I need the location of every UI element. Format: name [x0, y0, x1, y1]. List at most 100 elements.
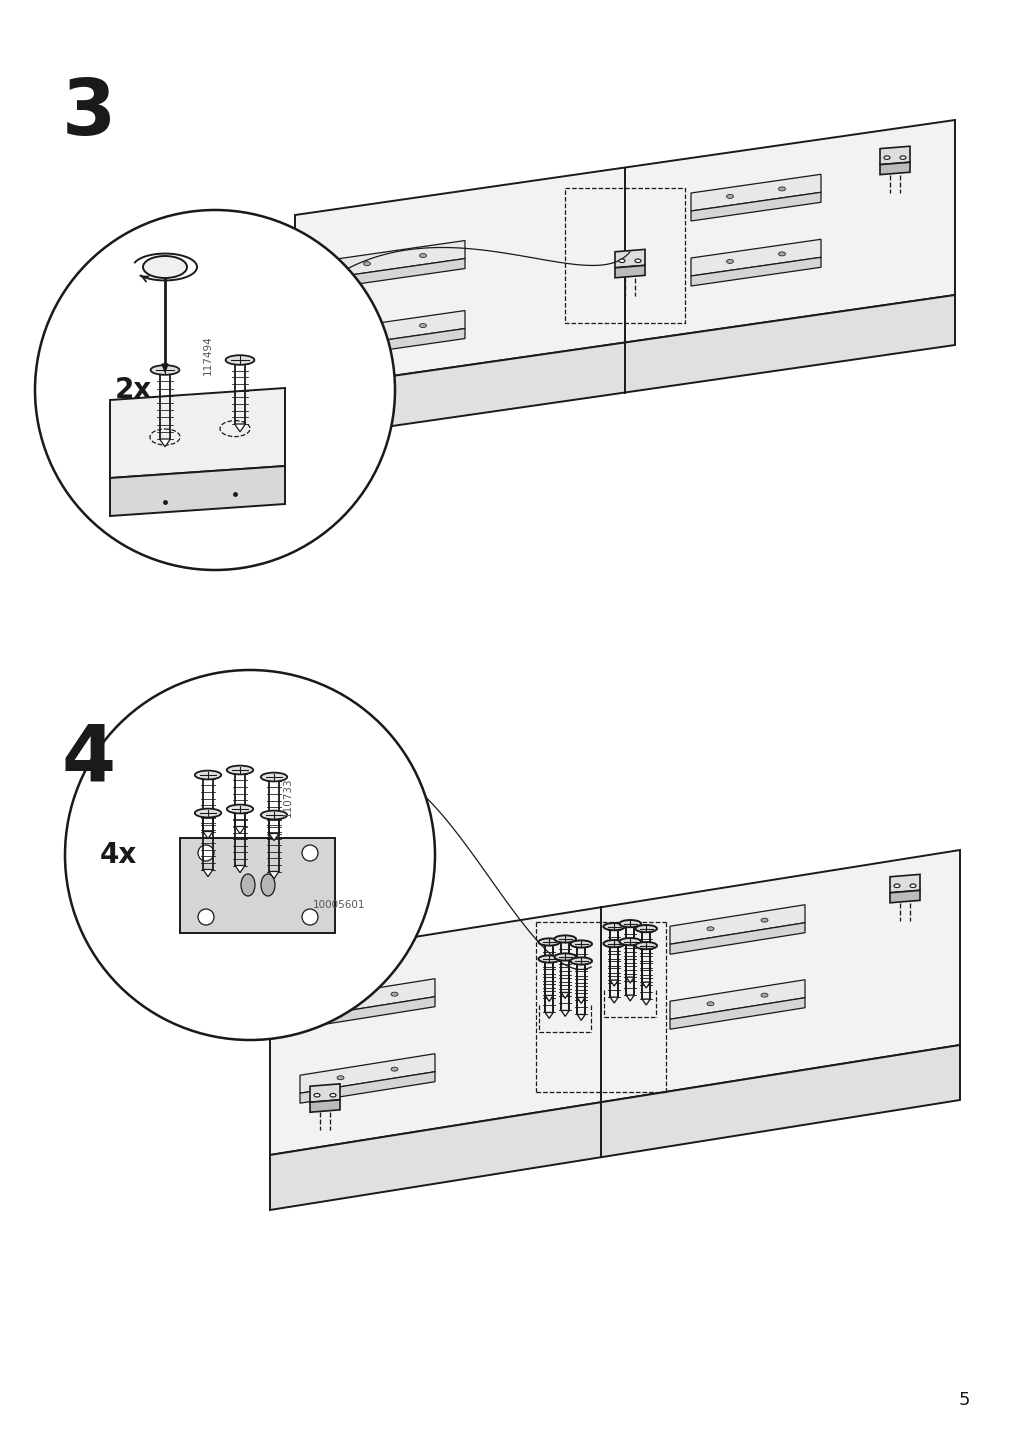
Polygon shape	[889, 875, 919, 892]
Polygon shape	[615, 249, 644, 268]
Ellipse shape	[909, 884, 915, 888]
Ellipse shape	[241, 874, 255, 896]
Polygon shape	[235, 826, 245, 833]
Polygon shape	[560, 992, 568, 998]
Ellipse shape	[777, 188, 785, 190]
Ellipse shape	[390, 1067, 397, 1071]
Polygon shape	[162, 364, 168, 372]
Ellipse shape	[390, 992, 397, 997]
Polygon shape	[691, 258, 820, 286]
Ellipse shape	[884, 156, 889, 159]
Polygon shape	[889, 891, 919, 902]
Circle shape	[301, 909, 317, 925]
Ellipse shape	[570, 958, 591, 965]
Circle shape	[35, 211, 394, 570]
Ellipse shape	[363, 262, 370, 266]
Circle shape	[198, 909, 213, 925]
Polygon shape	[642, 1000, 650, 1005]
Ellipse shape	[893, 884, 899, 888]
Polygon shape	[235, 865, 245, 872]
Ellipse shape	[538, 955, 559, 962]
Ellipse shape	[226, 766, 253, 775]
Ellipse shape	[538, 938, 559, 945]
Ellipse shape	[420, 324, 426, 328]
Polygon shape	[691, 239, 820, 276]
Polygon shape	[325, 311, 464, 348]
Text: 117494: 117494	[202, 335, 212, 375]
Polygon shape	[299, 1054, 435, 1093]
Ellipse shape	[554, 935, 575, 942]
Polygon shape	[626, 995, 634, 1001]
Polygon shape	[203, 832, 212, 839]
Polygon shape	[299, 978, 435, 1018]
Polygon shape	[325, 328, 464, 358]
Ellipse shape	[707, 1002, 714, 1005]
Polygon shape	[545, 995, 553, 1001]
Polygon shape	[110, 388, 285, 478]
Ellipse shape	[619, 259, 625, 262]
Polygon shape	[626, 977, 634, 982]
Polygon shape	[110, 465, 285, 516]
Polygon shape	[235, 424, 245, 432]
Polygon shape	[669, 979, 804, 1020]
Ellipse shape	[261, 773, 287, 782]
Ellipse shape	[726, 259, 733, 263]
Ellipse shape	[143, 256, 187, 278]
Polygon shape	[560, 1011, 568, 1017]
Polygon shape	[203, 869, 212, 876]
Polygon shape	[610, 997, 618, 1002]
Text: 3: 3	[62, 74, 116, 150]
Ellipse shape	[635, 942, 656, 949]
Ellipse shape	[603, 924, 625, 931]
Polygon shape	[299, 997, 435, 1028]
Polygon shape	[880, 146, 909, 165]
Ellipse shape	[777, 252, 785, 256]
Polygon shape	[691, 175, 820, 211]
Ellipse shape	[194, 809, 221, 818]
Ellipse shape	[194, 770, 221, 779]
Polygon shape	[269, 833, 279, 841]
Polygon shape	[576, 998, 584, 1004]
Ellipse shape	[225, 355, 254, 365]
Ellipse shape	[570, 941, 591, 948]
Polygon shape	[880, 162, 909, 175]
Polygon shape	[325, 259, 464, 289]
Text: 10005601: 10005601	[312, 899, 365, 909]
Polygon shape	[295, 295, 954, 440]
Text: 4: 4	[62, 720, 116, 796]
Polygon shape	[642, 982, 650, 988]
Ellipse shape	[726, 195, 733, 199]
Ellipse shape	[707, 927, 714, 931]
Circle shape	[301, 845, 317, 861]
Ellipse shape	[760, 994, 767, 997]
Polygon shape	[270, 851, 959, 1156]
Ellipse shape	[330, 1094, 336, 1097]
Polygon shape	[615, 265, 644, 278]
Ellipse shape	[603, 939, 625, 947]
Ellipse shape	[337, 1075, 344, 1080]
Ellipse shape	[363, 332, 370, 335]
Polygon shape	[299, 1071, 435, 1103]
Ellipse shape	[226, 805, 253, 813]
Ellipse shape	[899, 156, 905, 159]
Polygon shape	[160, 440, 170, 447]
Polygon shape	[691, 192, 820, 221]
Polygon shape	[180, 838, 336, 932]
Polygon shape	[309, 1100, 340, 1113]
Polygon shape	[545, 1012, 553, 1018]
Ellipse shape	[634, 259, 640, 262]
Ellipse shape	[151, 365, 179, 375]
Ellipse shape	[420, 253, 426, 258]
Polygon shape	[610, 979, 618, 987]
Ellipse shape	[619, 919, 640, 928]
Text: 4x: 4x	[100, 841, 137, 869]
Polygon shape	[269, 872, 279, 879]
Ellipse shape	[313, 1094, 319, 1097]
Ellipse shape	[337, 1001, 344, 1005]
Polygon shape	[669, 998, 804, 1030]
Ellipse shape	[760, 918, 767, 922]
Ellipse shape	[554, 954, 575, 961]
Ellipse shape	[261, 811, 287, 819]
Circle shape	[65, 670, 435, 1040]
Polygon shape	[576, 1014, 584, 1021]
